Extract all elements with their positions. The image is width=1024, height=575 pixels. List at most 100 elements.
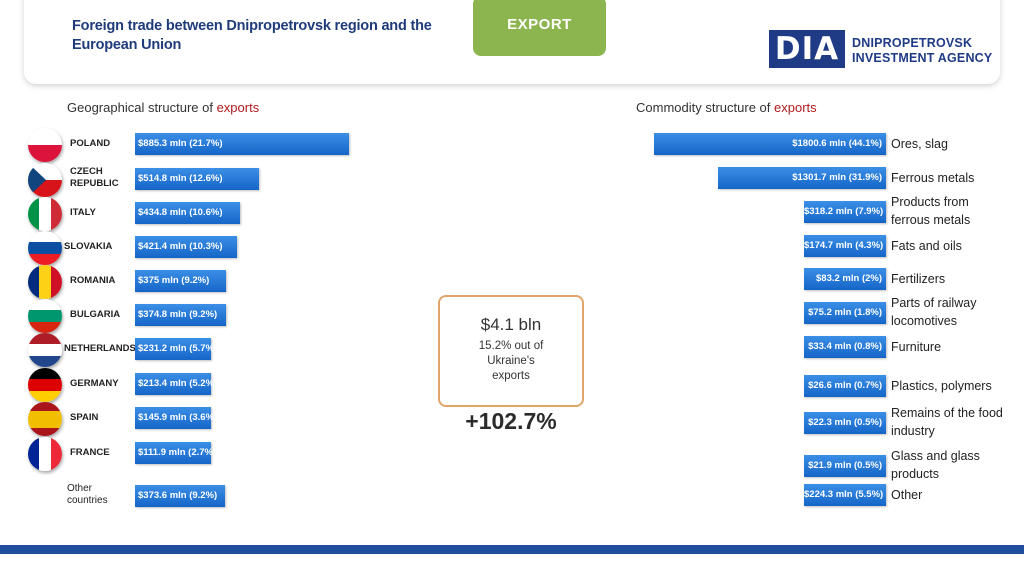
logo-line-2: INVESTMENT AGENCY (852, 51, 993, 65)
geo-bar: $231.2 mln (5.7%) (135, 338, 217, 360)
commodity-label-line: Ores, slag (891, 137, 948, 151)
commodity-bar: $318.2 mln (7.9%) (804, 201, 886, 223)
geo-bar: $111.9 mln (2.7%) (135, 442, 216, 464)
summary-share-line-2: Ukraine's (487, 355, 535, 367)
commodity-label-line: Other (891, 488, 923, 502)
slovakia-flag-icon (28, 231, 62, 265)
netherlands-flag-icon (28, 333, 62, 367)
italy-flag-icon (28, 197, 62, 231)
commodity-bar-label: $1301.7 mln (31.9%) (792, 172, 882, 183)
geo-bar-label: $373.6 mln (9.2%) (138, 490, 218, 501)
commodity-label-line: Products from (891, 195, 969, 209)
geo-bar: $374.8 mln (9.2%) (135, 304, 226, 326)
commodity-bar: $33.4 mln (0.8%) (804, 336, 886, 358)
logo-line-1: DNIPROPETROVSK (852, 36, 973, 50)
commodity-bar: $83.2 mln (2%) (804, 268, 886, 290)
commodity-label: Ores, slag (891, 135, 1021, 153)
country-label: BULGARIA (70, 309, 121, 320)
commodity-bar-label: $75.2 mln (1.8%) (808, 307, 882, 318)
page-title: Foreign trade between Dnipropetrovsk reg… (72, 18, 432, 53)
commodity-bar-label: $33.4 mln (0.8%) (808, 341, 882, 352)
footer-bar (0, 545, 1024, 554)
bulgaria-flag-icon (28, 299, 62, 333)
commodity-bar-label: $174.7 mln (4.3%) (804, 240, 884, 251)
commodity-label-line: Glass and glass (891, 449, 980, 463)
commodity-heading: Commodity structure of exports (636, 100, 817, 115)
summary-box: $4.1 bln 15.2% out of Ukraine's exports (438, 295, 584, 407)
geo-bar-label: $434.8 mln (10.6%) (138, 207, 223, 218)
geo-bar: $213.4 mln (5.2%) (135, 373, 217, 395)
commodity-label: Fertilizers (891, 270, 1021, 288)
geo-heading-highlight: exports (216, 100, 260, 115)
commodity-bar: $1800.6 mln (44.1%) (654, 133, 886, 155)
geo-bar: $514.8 mln (12.6%) (135, 168, 260, 190)
commodity-label: Glass and glass products (891, 447, 1021, 483)
commodity-label-line: products (891, 467, 939, 481)
commodity-label-line: Fertilizers (891, 272, 946, 286)
geo-bar-label: $514.8 mln (12.6%) (138, 173, 223, 184)
summary-total: $4.1 bln (480, 315, 542, 334)
dia-logo: DIA (769, 30, 845, 68)
poland-flag-icon (28, 128, 62, 162)
commodity-label-line: industry (891, 424, 935, 438)
geo-heading-text: Geographical structure of (67, 100, 217, 115)
geo-bar: $885.3 mln (21.7%) (135, 133, 349, 155)
country-label: Other countries (67, 483, 108, 506)
commodity-label: Other (891, 486, 1021, 504)
country-label: GERMANY (70, 378, 119, 389)
commodity-bar: $75.2 mln (1.8%) (804, 302, 886, 324)
geo-heading: Geographical structure of exports (67, 100, 259, 115)
commodity-label-line: Remains of the food (891, 406, 1003, 420)
commodity-bar-label: $1800.6 mln (44.1%) (792, 138, 882, 149)
geo-bar: $434.8 mln (10.6%) (135, 202, 241, 224)
commodity-bar-label: $26.6 mln (0.7%) (808, 380, 882, 391)
summary-share-line-3: exports (492, 370, 530, 382)
country-label: ITALY (70, 207, 96, 218)
geo-bar: $375 mln (9.2%) (135, 270, 226, 292)
country-label: SPAIN (70, 412, 99, 423)
commodity-label: Plastics, polymers (891, 377, 1021, 395)
commodity-bar: $22.3 mln (0.5%) (804, 412, 886, 434)
country-label: NETHERLANDS (64, 343, 136, 354)
commodity-heading-text: Commodity structure of (636, 100, 774, 115)
commodity-label-line: ferrous metals (891, 213, 971, 227)
commodity-bar-label: $224.3 mln (5.5%) (804, 489, 884, 500)
summary-share-line-1: 15.2% out of (478, 340, 544, 352)
commodity-label-line: Parts of railway (891, 296, 977, 310)
czech-flag-icon (28, 163, 62, 197)
geo-bar: $421.4 mln (10.3%) (135, 236, 237, 258)
commodity-bar: $224.3 mln (5.5%) (804, 484, 886, 506)
geo-bar-label: $885.3 mln (21.7%) (138, 138, 223, 149)
country-label: SLOVAKIA (64, 241, 113, 252)
germany-flag-icon (28, 368, 62, 402)
geo-bar-label: $374.8 mln (9.2%) (138, 309, 218, 320)
country-label: CZECH REPUBLIC (70, 166, 119, 189)
summary-share: 15.2% out of Ukraine's exports (440, 339, 582, 384)
commodity-label-line: Plastics, polymers (891, 379, 992, 393)
country-label: POLAND (70, 138, 111, 149)
commodity-label: Ferrous metals (891, 169, 1021, 187)
commodity-bar: $1301.7 mln (31.9%) (718, 167, 886, 189)
country-label: ROMANIA (70, 275, 116, 286)
geo-bar: $145.9 mln (3.6%) (135, 407, 217, 429)
commodity-label-line: Furniture (891, 340, 942, 354)
spain-flag-icon (28, 402, 62, 436)
commodity-label-line: locomotives (891, 314, 957, 328)
export-button[interactable]: EXPORT (473, 0, 606, 56)
commodity-label: Products from ferrous metals (891, 193, 1021, 229)
country-label: FRANCE (70, 447, 110, 458)
logo-text: DNIPROPETROVSK INVESTMENT AGENCY (852, 36, 992, 66)
romania-flag-icon (28, 265, 62, 299)
geo-bar: $373.6 mln (9.2%) (135, 485, 226, 507)
commodity-label: Parts of railway locomotives (891, 294, 1021, 330)
france-flag-icon (28, 437, 62, 471)
geo-bar-label: $421.4 mln (10.3%) (138, 241, 223, 252)
commodity-label: Fats and oils (891, 237, 1021, 255)
geo-bar-label: $145.9 mln (3.6%) (138, 412, 218, 423)
commodity-label: Remains of the food industry (891, 404, 1021, 440)
commodity-bar: $21.9 mln (0.5%) (804, 455, 886, 477)
commodity-bar-label: $83.2 mln (2%) (816, 273, 882, 284)
commodity-label-line: Fats and oils (891, 239, 962, 253)
commodity-bar: $174.7 mln (4.3%) (804, 235, 886, 257)
growth-value: +102.7% (465, 408, 557, 434)
